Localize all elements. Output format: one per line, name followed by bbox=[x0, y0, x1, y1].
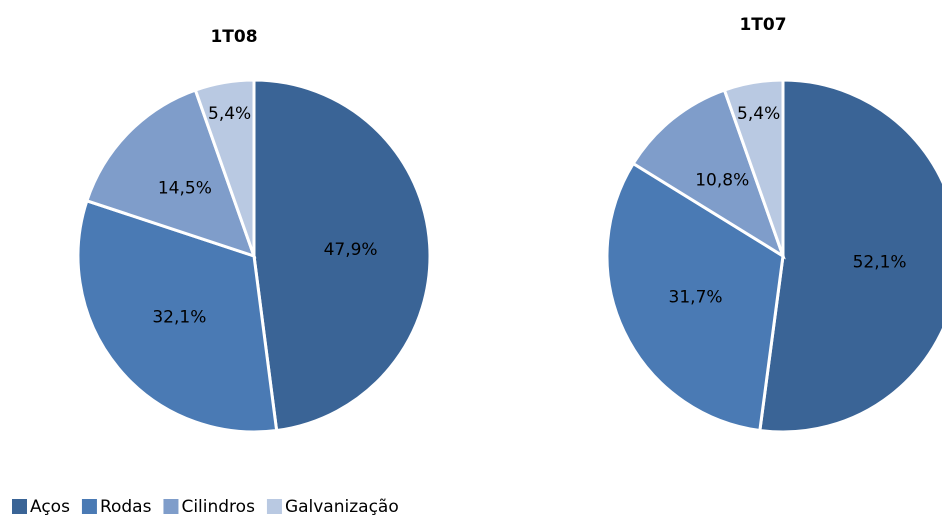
legend-label: Aços bbox=[30, 497, 70, 515]
pie-slice bbox=[722, 78, 785, 257]
pie-slice bbox=[631, 88, 786, 260]
chart-title: 1T08 bbox=[210, 27, 257, 47]
legend-label: Rodas bbox=[100, 497, 152, 515]
legend-label: Cilindros bbox=[181, 497, 255, 515]
data-label: 14,5% bbox=[158, 178, 212, 198]
data-label: 5,4% bbox=[737, 104, 780, 124]
data-label: 5,4% bbox=[208, 104, 251, 124]
data-label: 32,1% bbox=[152, 308, 206, 328]
data-label: 52,1% bbox=[853, 252, 907, 272]
legend-swatch bbox=[81, 499, 97, 514]
chart-title: 1T07 bbox=[739, 15, 786, 35]
pie-slice bbox=[193, 78, 256, 257]
data-label: 10,8% bbox=[695, 171, 749, 191]
pie-slice bbox=[758, 78, 942, 434]
pie-slice bbox=[252, 78, 432, 433]
legend-swatch bbox=[12, 499, 27, 514]
legend-label: Galvanização bbox=[285, 497, 399, 515]
pie-slice bbox=[84, 88, 257, 259]
pie-slice bbox=[76, 198, 279, 434]
data-label: 47,9% bbox=[324, 240, 378, 260]
legend-swatch bbox=[163, 499, 179, 514]
data-label: 31,7% bbox=[669, 287, 723, 307]
legend-swatch bbox=[266, 499, 282, 514]
